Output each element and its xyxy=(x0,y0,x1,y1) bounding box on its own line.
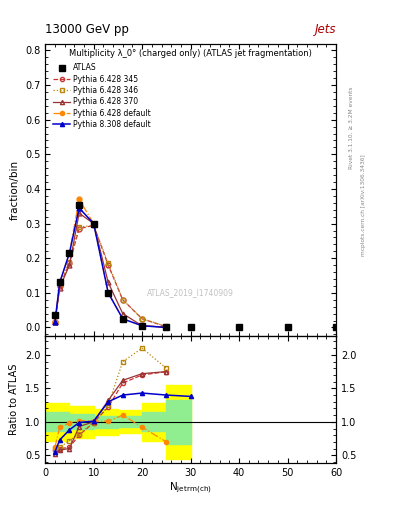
Text: Multiplicity λ_0° (charged only) (ATLAS jet fragmentation): Multiplicity λ_0° (charged only) (ATLAS … xyxy=(69,49,312,58)
Text: Rivet 3.1.10, ≥ 3.2M events: Rivet 3.1.10, ≥ 3.2M events xyxy=(349,87,354,169)
Y-axis label: fraction/bin: fraction/bin xyxy=(9,160,19,220)
Legend: ATLAS, Pythia 6.428 345, Pythia 6.428 346, Pythia 6.428 370, Pythia 6.428 defaul: ATLAS, Pythia 6.428 345, Pythia 6.428 34… xyxy=(50,60,154,132)
Text: 13000 GeV pp: 13000 GeV pp xyxy=(45,23,129,36)
Text: Jets: Jets xyxy=(314,23,336,36)
X-axis label: N$_{\rm jetrm(ch)}$: N$_{\rm jetrm(ch)}$ xyxy=(169,481,212,497)
Y-axis label: Ratio to ATLAS: Ratio to ATLAS xyxy=(9,364,19,435)
Text: mcplots.cern.ch [arXiv:1306.3436]: mcplots.cern.ch [arXiv:1306.3436] xyxy=(361,154,366,255)
Text: ATLAS_2019_I1740909: ATLAS_2019_I1740909 xyxy=(147,288,234,297)
